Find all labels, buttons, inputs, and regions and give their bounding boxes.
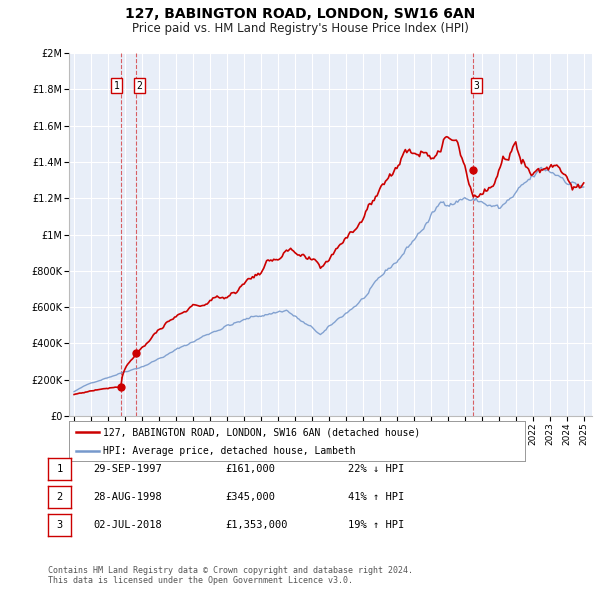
Text: 2: 2 bbox=[56, 492, 62, 502]
Text: £345,000: £345,000 bbox=[225, 492, 275, 502]
Text: 3: 3 bbox=[56, 520, 62, 530]
Text: 28-AUG-1998: 28-AUG-1998 bbox=[93, 492, 162, 502]
Text: 3: 3 bbox=[473, 81, 479, 91]
Text: Price paid vs. HM Land Registry's House Price Index (HPI): Price paid vs. HM Land Registry's House … bbox=[131, 22, 469, 35]
Text: 19% ↑ HPI: 19% ↑ HPI bbox=[348, 520, 404, 530]
Text: £1,353,000: £1,353,000 bbox=[225, 520, 287, 530]
Text: 127, BABINGTON ROAD, LONDON, SW16 6AN (detached house): 127, BABINGTON ROAD, LONDON, SW16 6AN (d… bbox=[103, 427, 421, 437]
Text: 29-SEP-1997: 29-SEP-1997 bbox=[93, 464, 162, 474]
Text: 127, BABINGTON ROAD, LONDON, SW16 6AN: 127, BABINGTON ROAD, LONDON, SW16 6AN bbox=[125, 7, 475, 21]
Text: HPI: Average price, detached house, Lambeth: HPI: Average price, detached house, Lamb… bbox=[103, 445, 356, 455]
Text: Contains HM Land Registry data © Crown copyright and database right 2024.
This d: Contains HM Land Registry data © Crown c… bbox=[48, 566, 413, 585]
Text: 2: 2 bbox=[136, 81, 142, 91]
Text: 1: 1 bbox=[56, 464, 62, 474]
Text: £161,000: £161,000 bbox=[225, 464, 275, 474]
Text: 22% ↓ HPI: 22% ↓ HPI bbox=[348, 464, 404, 474]
Text: 02-JUL-2018: 02-JUL-2018 bbox=[93, 520, 162, 530]
Text: 1: 1 bbox=[113, 81, 119, 91]
Text: 41% ↑ HPI: 41% ↑ HPI bbox=[348, 492, 404, 502]
